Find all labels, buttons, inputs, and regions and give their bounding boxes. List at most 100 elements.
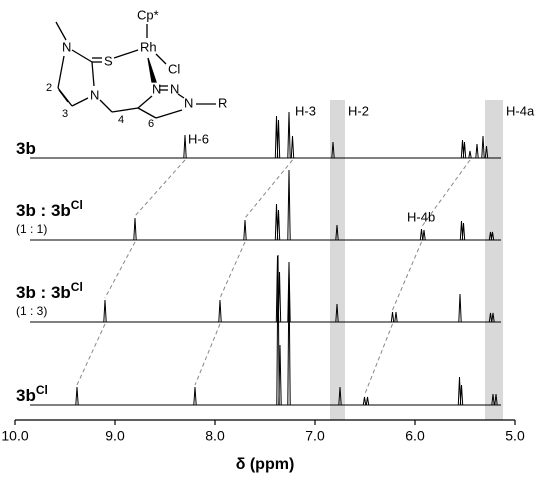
peak: [491, 393, 495, 406]
peak: [287, 272, 291, 406]
spectrum-name: 3b : 3b: [16, 283, 71, 302]
bond: [113, 49, 139, 59]
peak: [461, 222, 466, 241]
peak: [458, 293, 462, 323]
peak: [276, 254, 280, 406]
bond: [57, 55, 65, 89]
peak: [276, 209, 281, 241]
atom-label: N: [184, 95, 193, 110]
peak: [419, 228, 424, 241]
peak: [287, 261, 291, 323]
highlight-band: [485, 100, 503, 420]
peak: [276, 119, 281, 159]
spectrum-label: 3bCl: [16, 383, 48, 405]
correlation-line: [392, 241, 422, 311]
correlation-line: [76, 323, 106, 386]
peak: [331, 141, 335, 159]
atom-label: N: [170, 81, 179, 96]
band-label: H-4a: [506, 103, 535, 118]
spectrum-label: 3b: [16, 139, 36, 158]
atom-label: N: [152, 81, 161, 96]
spectrum-ratio: (1 : 1): [16, 222, 47, 236]
atom-label: Rh: [140, 39, 157, 54]
atom-label: Cl: [168, 61, 180, 76]
peak: [243, 219, 247, 241]
spectrum-name: 3b: [16, 139, 36, 158]
correlation-line: [194, 323, 221, 386]
band-label: H-2: [348, 103, 369, 118]
peak: [468, 150, 472, 159]
x-tick-label: 5.0: [505, 428, 525, 444]
bond: [155, 53, 167, 65]
atom-label: N: [62, 39, 71, 54]
spectrum-label: 3b : 3bCl: [16, 198, 83, 220]
peak: [335, 224, 339, 241]
correlation-line: [134, 159, 186, 217]
peak: [75, 386, 79, 406]
peak: [183, 134, 187, 159]
atom-label: S: [104, 53, 113, 68]
peak: [490, 231, 495, 241]
bond: [99, 99, 113, 113]
x-tick-label: 9.0: [105, 428, 125, 444]
peak: [462, 141, 467, 159]
x-tick-label: 7.0: [305, 428, 325, 444]
correlation-line: [244, 159, 293, 219]
correlation-line: [104, 241, 136, 299]
wedge-bond: [147, 57, 157, 83]
bond: [137, 95, 153, 109]
peak: [287, 169, 291, 241]
peak-annotation: H-4b: [407, 209, 435, 224]
spectrum-name-sup: Cl: [71, 198, 83, 212]
x-tick-label: 10.0: [1, 428, 28, 444]
peak: [338, 386, 342, 406]
atom-label: R: [218, 95, 227, 110]
bond: [71, 97, 89, 107]
atom-number: 6: [148, 118, 154, 130]
peak: [475, 143, 479, 159]
bond: [91, 61, 95, 87]
peak: [133, 217, 137, 241]
peak: [481, 135, 485, 159]
spectrum-ratio: (1 : 3): [16, 304, 47, 318]
bond: [58, 89, 69, 103]
bond: [155, 109, 183, 119]
peak: [488, 312, 493, 323]
highlight-band: [330, 100, 345, 420]
peak: [390, 311, 395, 323]
atom-number: 3: [62, 108, 68, 120]
spectrum-name-sup: Cl: [36, 383, 48, 397]
x-tick-label: 6.0: [405, 428, 425, 444]
peak-annotation: H-6: [188, 131, 209, 146]
peak: [335, 303, 339, 323]
atom-number: 4: [118, 114, 124, 126]
spectrum-name-sup: Cl: [71, 280, 83, 294]
correlation-line: [364, 323, 393, 396]
spectrum-name: 3b: [16, 386, 36, 405]
x-axis-title: δ (ppm): [236, 456, 295, 473]
peak: [491, 312, 495, 323]
atom-label: Cp*: [137, 7, 159, 22]
peak: [218, 299, 222, 323]
bond: [111, 107, 139, 113]
atom-number: 2: [46, 82, 52, 94]
peak: [290, 135, 295, 159]
peak: [494, 393, 498, 406]
peak: [484, 145, 489, 159]
peak: [459, 384, 464, 406]
bond: [55, 21, 67, 41]
peak: [287, 111, 291, 159]
peak: [278, 344, 282, 406]
peak: [394, 311, 398, 323]
bond: [177, 93, 185, 99]
atom-label: N: [90, 87, 99, 102]
x-tick-label: 8.0: [205, 428, 225, 444]
peak-annotation: H-3: [295, 103, 316, 118]
correlation-line: [219, 241, 246, 299]
peak: [422, 229, 426, 241]
peak: [457, 376, 462, 406]
spectrum-label: 3b : 3bCl: [16, 280, 83, 302]
peak: [103, 299, 107, 323]
peak: [362, 396, 367, 406]
